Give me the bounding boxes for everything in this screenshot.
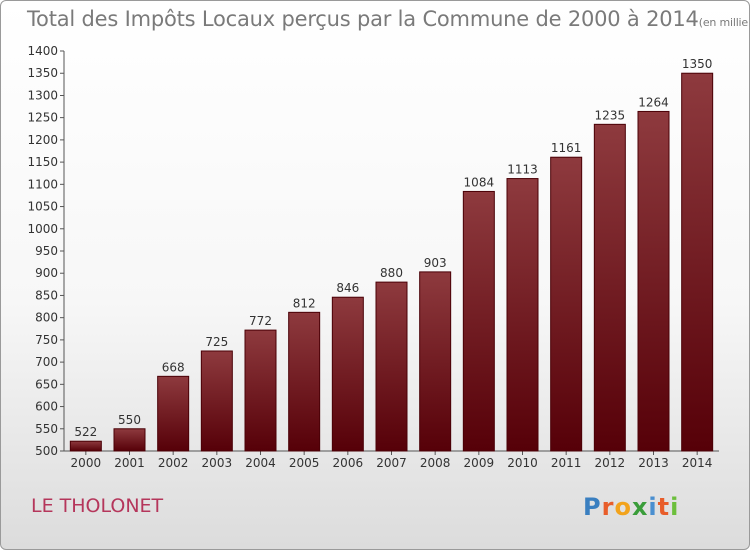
bar-2010 — [506, 178, 539, 452]
data-label-2004: 772 — [249, 314, 272, 328]
x-tick-label: 2006 — [333, 456, 364, 470]
bar-2001 — [113, 428, 146, 452]
data-label-2011: 1161 — [551, 141, 582, 155]
bar-2007 — [375, 281, 408, 452]
y-tick-label: 1200 — [27, 133, 58, 147]
y-tick-label: 1150 — [27, 155, 58, 169]
chart-title-text: Total des Impôts Locaux perçus par la Co… — [27, 7, 699, 31]
bar-2011 — [550, 156, 583, 452]
y-tick-label: 1400 — [27, 44, 58, 58]
x-tick-label: 2009 — [464, 456, 495, 470]
x-tick-label: 2011 — [551, 456, 582, 470]
y-tick-label: 600 — [35, 400, 58, 414]
y-tick-label: 1000 — [27, 222, 58, 236]
data-label-2009: 1084 — [464, 175, 495, 189]
bar-2003 — [200, 350, 233, 452]
x-tick-label: 2007 — [376, 456, 407, 470]
x-tick-label: 2001 — [114, 456, 145, 470]
bar-2005 — [288, 311, 321, 452]
data-label-2003: 725 — [205, 335, 228, 349]
bar-2002 — [157, 375, 190, 452]
data-label-2002: 668 — [162, 360, 185, 374]
bar-2014 — [681, 72, 714, 452]
x-tick-label: 2000 — [71, 456, 102, 470]
x-tick-label: 2003 — [202, 456, 233, 470]
data-label-2005: 812 — [293, 296, 316, 310]
y-tick-label: 1050 — [27, 200, 58, 214]
data-label-2008: 903 — [424, 256, 447, 270]
bar-2013 — [637, 110, 670, 452]
x-tick-label: 2005 — [289, 456, 320, 470]
data-label-2007: 880 — [380, 266, 403, 280]
data-label-2001: 550 — [118, 413, 141, 427]
y-tick-label: 800 — [35, 311, 58, 325]
y-tick-label: 750 — [35, 333, 58, 347]
y-tick-label: 950 — [35, 244, 58, 258]
commune-name: LE THOLONET — [31, 495, 164, 517]
chart-title-unit: (en milliers d'€) — [698, 16, 749, 29]
bar-2012 — [593, 123, 626, 452]
y-tick-label: 500 — [35, 444, 58, 458]
x-tick-label: 2012 — [595, 456, 626, 470]
data-label-2013: 1264 — [638, 95, 669, 109]
x-tick-label: 2002 — [158, 456, 189, 470]
bar-2004 — [244, 329, 277, 452]
proxiti-logo: Proxiti — [583, 493, 680, 521]
x-tick-label: 2010 — [507, 456, 538, 470]
bar-2000 — [69, 440, 102, 452]
data-label-2014: 1350 — [682, 57, 713, 71]
x-tick-label: 2013 — [638, 456, 669, 470]
chart-title: Total des Impôts Locaux perçus par la Co… — [27, 7, 749, 31]
data-label-2012: 1235 — [595, 108, 626, 122]
y-tick-label: 1300 — [27, 88, 58, 102]
bar-2009 — [462, 190, 495, 452]
x-tick-label: 2014 — [682, 456, 713, 470]
x-tick-label: 2004 — [245, 456, 276, 470]
y-tick-label: 850 — [35, 288, 58, 302]
y-tick-label: 1350 — [27, 66, 58, 80]
y-tick-label: 900 — [35, 266, 58, 280]
data-label-2006: 846 — [336, 281, 359, 295]
y-tick-label: 650 — [35, 377, 58, 391]
data-label-2010: 1113 — [507, 163, 538, 177]
y-tick-label: 550 — [35, 422, 58, 436]
y-tick-label: 1100 — [27, 177, 58, 191]
bar-2008 — [419, 271, 452, 452]
data-label-2000: 522 — [74, 425, 97, 439]
y-tick-label: 700 — [35, 355, 58, 369]
x-tick-label: 2008 — [420, 456, 451, 470]
y-tick-label: 1250 — [27, 111, 58, 125]
bar-2006 — [331, 296, 364, 452]
